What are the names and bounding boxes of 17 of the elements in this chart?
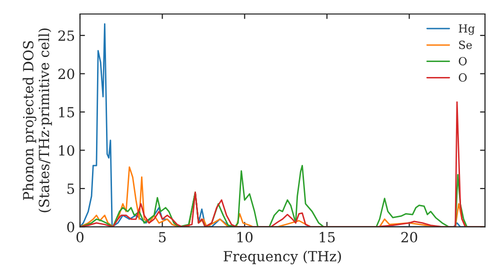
x-tick-label: 15 (320, 232, 335, 242)
legend-label: O (458, 73, 467, 82)
legend-label: O (458, 56, 467, 66)
x-tick-label: 5 (159, 232, 166, 242)
legend-label: Hg (458, 24, 475, 35)
y-tick-label: 15 (59, 106, 74, 118)
x-tick-label: 0 (76, 232, 84, 242)
y-tick-label: 25 (58, 30, 74, 41)
y-tick-label: 20 (58, 68, 74, 80)
x-tick-label: 10 (237, 232, 253, 242)
x-tick-label: 20 (401, 232, 418, 242)
y-axis-title: Phonon projected DOS (States/THz·primitive cell) (22, 28, 52, 212)
y-tick-label: 0 (67, 222, 74, 232)
legend-label: Se (459, 40, 472, 50)
y-tick-label: 5 (67, 184, 74, 194)
y-tick-label: 10 (59, 145, 74, 156)
x-axis-title: Frequency (THz) (224, 250, 341, 264)
